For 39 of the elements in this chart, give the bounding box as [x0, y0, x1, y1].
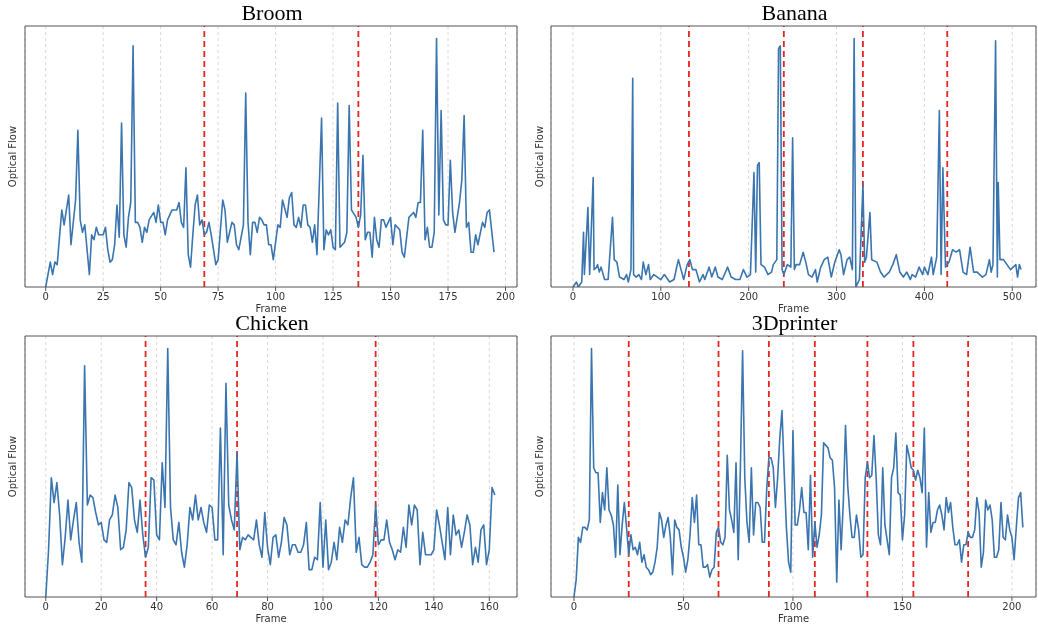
- x-tick-label: 140: [424, 601, 444, 613]
- x-tick-label: 200: [1002, 601, 1022, 613]
- x-tick-label: 75: [211, 291, 225, 303]
- x-tick-label: 50: [154, 291, 168, 303]
- x-tick-label: 100: [651, 291, 671, 303]
- x-tick-label: 20: [94, 601, 108, 613]
- x-tick-label: 200: [739, 291, 759, 303]
- x-tick-label: 300: [827, 291, 847, 303]
- x-tick-label: 0: [42, 291, 49, 303]
- x-tick-label: 120: [368, 601, 388, 613]
- x-tick-label: 500: [1002, 291, 1022, 303]
- x-tick-label: 200: [495, 291, 516, 303]
- chart-title: Broom: [240, 0, 304, 25]
- x-axis-title: Frame: [777, 613, 810, 624]
- x-axis-title: Frame: [777, 303, 810, 314]
- x-tick-label: 160: [479, 601, 499, 613]
- y-axis-title: Optical Flow: [533, 435, 545, 498]
- x-tick-label: 100: [266, 291, 286, 303]
- x-tick-label: 60: [205, 601, 219, 613]
- x-tick-label: 40: [150, 601, 164, 613]
- x-tick-label: 25: [96, 291, 110, 303]
- x-tick-label: 150: [381, 291, 401, 303]
- x-tick-label: 100: [313, 601, 333, 613]
- x-tick-label: 400: [914, 291, 934, 303]
- x-tick-label: 50: [677, 601, 690, 613]
- y-axis-title: Optical Flow: [7, 435, 19, 498]
- x-tick-label: 175: [438, 291, 458, 303]
- x-axis-title: Frame: [255, 303, 287, 314]
- x-tick-label: 80: [261, 601, 274, 613]
- x-axis-title: Frame: [255, 613, 287, 624]
- y-axis-title: Optical Flow: [533, 125, 545, 188]
- chart-title: Banana: [760, 0, 829, 25]
- x-tick-label: 0: [42, 601, 49, 613]
- x-tick-label: 150: [892, 601, 912, 613]
- x-tick-label: 100: [783, 601, 803, 613]
- x-tick-label: 125: [323, 291, 343, 303]
- x-tick-label: 0: [570, 601, 578, 613]
- y-axis-title: Optical Flow: [7, 125, 19, 188]
- x-tick-label: 0: [569, 291, 577, 303]
